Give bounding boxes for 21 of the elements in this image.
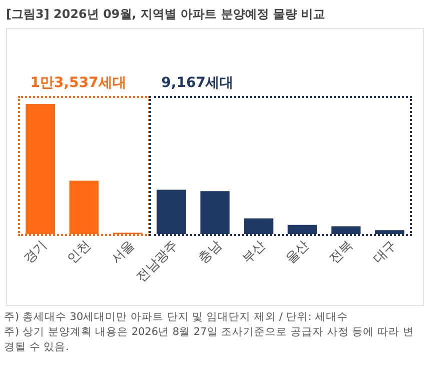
x-tick-label: 서울 <box>108 238 138 267</box>
bar <box>375 230 404 234</box>
x-tick-label: 경기 <box>21 238 50 267</box>
chart-title: [그림3] 2026년 09월, 지역별 아파트 분양예정 물량 비교 <box>6 6 326 23</box>
bar <box>200 191 230 234</box>
bar <box>69 180 99 234</box>
x-tick-label: 울산 <box>283 238 312 267</box>
bar <box>331 226 361 234</box>
bar <box>288 224 317 234</box>
text: 9,167세대 <box>161 74 234 92</box>
x-tick-label: 부산 <box>240 238 269 267</box>
bar <box>244 218 274 234</box>
bar <box>156 190 186 234</box>
x-tick-label: 대구 <box>370 238 400 267</box>
x-tick-label: 충남 <box>196 238 225 267</box>
text: 1만3,537세대 <box>30 74 126 92</box>
x-tick-label: 전북 <box>326 238 356 267</box>
text: 주) 상기 분양계획 내용은 2026년 8월 27일 조사기준으로 공급자 사정 등에 따라 변경될 수 있음. <box>4 325 415 355</box>
x-tick-label: 인천 <box>64 238 94 267</box>
bar <box>26 104 55 234</box>
text: 주) 총세대수 30세대미만 아파트 단지 및 임대단지 제외 / 단위: 세대수 <box>4 310 349 325</box>
